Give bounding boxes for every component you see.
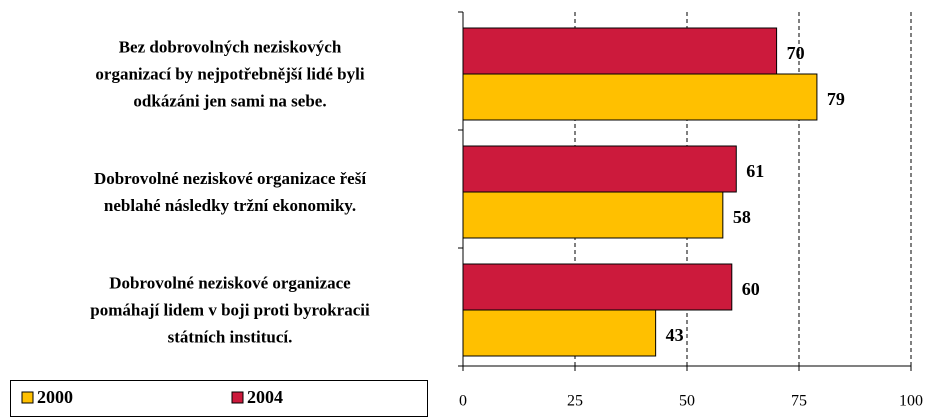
category-label: Bez dobrovolných neziskových organizací … bbox=[95, 37, 365, 111]
category-label: Dobrovolné neziskové organizace řeší neb… bbox=[93, 169, 367, 215]
value-label: 61 bbox=[746, 161, 764, 181]
bar bbox=[462, 27, 778, 75]
x-tick-label: 50 bbox=[679, 393, 695, 410]
legend-swatch bbox=[21, 391, 34, 404]
legend-box bbox=[10, 380, 428, 417]
x-tick-label: 100 bbox=[899, 393, 923, 410]
x-tick-label: 0 bbox=[459, 393, 467, 410]
bar bbox=[462, 145, 737, 193]
legend-swatch bbox=[231, 391, 244, 404]
category-label: Dobrovolné neziskové organizace pomáhají… bbox=[90, 273, 370, 347]
bar bbox=[462, 263, 733, 311]
x-tick-label: 75 bbox=[791, 393, 807, 410]
legend-label: 2000 bbox=[37, 387, 73, 407]
value-label: 43 bbox=[666, 325, 684, 345]
value-label: 60 bbox=[742, 279, 760, 299]
legend-label: 2004 bbox=[247, 387, 283, 407]
bar bbox=[462, 73, 818, 121]
value-label: 70 bbox=[787, 43, 805, 63]
value-label: 58 bbox=[733, 207, 751, 227]
bar bbox=[462, 191, 724, 239]
x-tick-label: 25 bbox=[567, 393, 583, 410]
bar bbox=[462, 309, 657, 357]
value-label: 79 bbox=[827, 89, 845, 109]
